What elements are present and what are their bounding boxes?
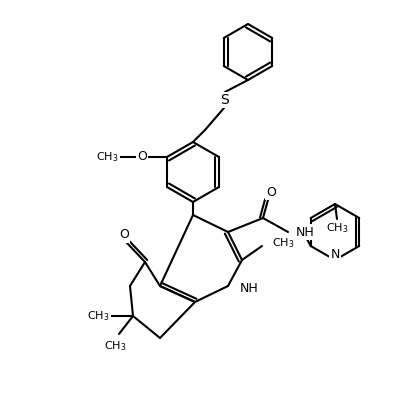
Text: CH$_3$: CH$_3$ [87, 309, 109, 323]
Text: O: O [119, 229, 129, 242]
Text: CH$_3$: CH$_3$ [272, 236, 294, 250]
Text: NH: NH [240, 282, 259, 295]
Text: CH$_3$: CH$_3$ [104, 339, 126, 353]
Text: NH: NH [296, 225, 315, 238]
Text: O: O [266, 185, 276, 198]
Text: CH$_3$: CH$_3$ [326, 221, 348, 235]
Text: S: S [221, 93, 229, 107]
Text: CH$_3$: CH$_3$ [96, 150, 118, 164]
Text: N: N [330, 248, 340, 261]
Text: O: O [137, 151, 147, 164]
